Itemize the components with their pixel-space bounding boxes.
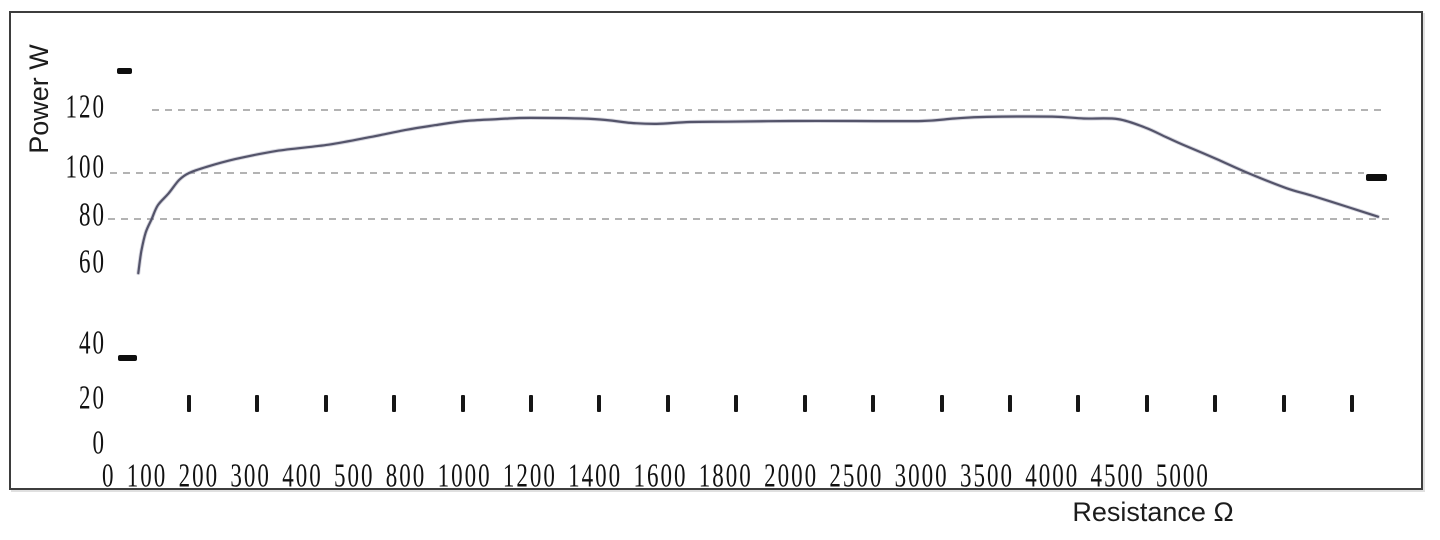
plot-frame <box>9 11 1423 490</box>
x-minor-tick <box>665 395 670 412</box>
x-tick-label: 1800 <box>698 457 753 494</box>
x-minor-tick <box>871 395 876 412</box>
x-minor-tick <box>1076 395 1081 412</box>
x-minor-tick <box>187 395 191 412</box>
y-tick-label: 100 <box>65 148 106 185</box>
x-tick-label: 800 <box>385 457 427 494</box>
x-tick-label: 400 <box>282 457 323 494</box>
x-tick-label: 300 <box>230 457 271 494</box>
x-tick-label: 200 <box>178 457 220 494</box>
x-minor-tick <box>1144 395 1149 412</box>
x-tick-label: 4000 <box>1025 457 1080 494</box>
power-curve <box>137 115 1380 275</box>
y-tick-label: 40 <box>79 324 106 361</box>
x-minor-tick <box>1213 395 1218 412</box>
x-axis-title-text: Resistance Ω <box>1072 497 1234 527</box>
y-tick-label: 20 <box>79 379 106 416</box>
x-minor-tick <box>597 395 602 412</box>
x-minor-tick <box>1350 395 1354 412</box>
y-tick-label: 120 <box>65 88 106 125</box>
x-axis-title: Resistance Ω <box>1053 497 1253 528</box>
x-minor-tick <box>1007 395 1012 412</box>
y-tick-label: 60 <box>79 243 106 280</box>
y-tick-label: 0 <box>92 424 106 461</box>
stray-mark-mid-left <box>118 355 137 361</box>
x-tick-label: 4500 <box>1090 457 1145 494</box>
x-tick-label: 1600 <box>633 457 688 494</box>
x-minor-tick <box>734 395 739 412</box>
y-tick-label: 80 <box>79 196 106 233</box>
x-tick-label: 3000 <box>894 457 949 494</box>
x-minor-tick <box>255 395 260 412</box>
x-tick-label: 500 <box>333 457 375 494</box>
x-minor-tick <box>939 395 944 412</box>
power-curve-halo <box>136 114 1380 276</box>
x-minor-tick <box>1281 395 1286 412</box>
x-axis-tick-labels: 0 100 200 300 400 500 800 1000 1200 1400 1600 1800 2… <box>102 459 1210 492</box>
x-minor-tick <box>392 395 397 412</box>
x-tick-label: 1200 <box>502 457 557 494</box>
x-tick-label: 2500 <box>829 457 884 494</box>
x-minor-tick <box>802 395 807 412</box>
x-minor-tick <box>323 395 328 412</box>
x-tick-label: 100 <box>126 457 168 494</box>
x-tick-label: 3500 <box>959 457 1014 494</box>
x-minor-tick <box>529 395 534 412</box>
x-tick-label: 5000 <box>1155 457 1210 494</box>
x-tick-label: 2000 <box>764 457 819 494</box>
x-tick-label: 1400 <box>568 457 623 494</box>
stray-mark-right <box>1366 174 1387 181</box>
x-tick-label: 1000 <box>437 457 492 494</box>
x-tick-label: 0 <box>102 457 116 494</box>
x-minor-tick <box>460 395 465 412</box>
stray-mark-top-left <box>117 68 132 74</box>
